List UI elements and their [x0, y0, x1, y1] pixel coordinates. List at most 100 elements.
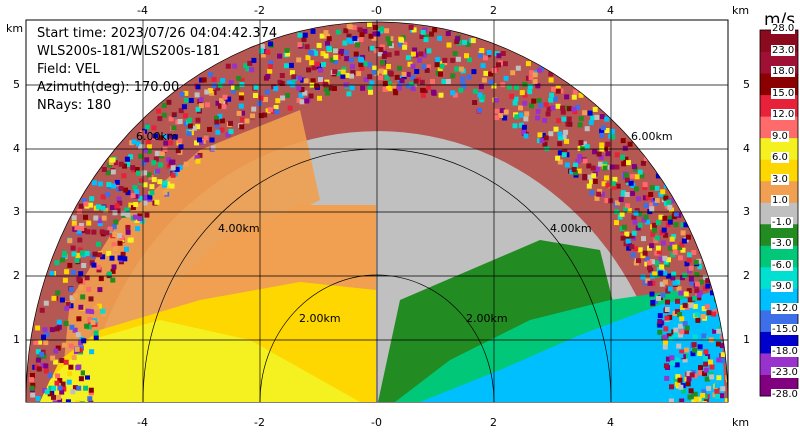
noise-speckle — [378, 75, 383, 81]
noise-speckle — [686, 371, 692, 376]
noise-speckle — [157, 116, 163, 122]
noise-speckle — [625, 235, 631, 241]
colorbar-label: 12.0 — [771, 109, 796, 121]
noise-speckle — [667, 245, 673, 251]
noise-speckle — [410, 75, 416, 81]
noise-speckle — [605, 151, 611, 157]
noise-speckle — [586, 163, 592, 169]
colorbar-label: 1.0 — [771, 195, 789, 207]
noise-speckle — [715, 341, 721, 347]
noise-speckle — [528, 75, 534, 81]
noise-speckle — [70, 245, 76, 251]
noise-speckle — [626, 160, 631, 166]
noise-speckle — [498, 113, 504, 118]
noise-speckle — [620, 154, 626, 160]
noise-speckle — [720, 352, 726, 358]
noise-speckle — [51, 394, 56, 400]
noise-speckle — [88, 387, 94, 393]
noise-speckle — [397, 65, 402, 71]
noise-speckle — [87, 396, 93, 402]
noise-speckle — [211, 83, 217, 89]
noise-speckle — [426, 84, 431, 90]
x-tick-bottom: -2 — [254, 416, 265, 429]
noise-speckle — [100, 194, 106, 200]
noise-speckle — [170, 172, 176, 178]
noise-speckle — [662, 255, 668, 261]
noise-speckle — [40, 362, 46, 368]
noise-speckle — [125, 161, 131, 167]
noise-speckle — [168, 140, 174, 146]
noise-speckle — [141, 160, 147, 166]
noise-speckle — [642, 250, 648, 256]
noise-speckle — [700, 392, 706, 398]
noise-speckle — [634, 208, 640, 214]
noise-speckle — [438, 71, 443, 77]
noise-speckle — [693, 396, 699, 402]
noise-speckle — [57, 398, 63, 402]
noise-speckle — [209, 137, 215, 143]
noise-speckle — [561, 134, 567, 140]
noise-speckle — [183, 90, 189, 96]
noise-speckle — [130, 193, 136, 199]
noise-speckle — [441, 79, 447, 84]
noise-speckle — [125, 212, 131, 218]
noise-speckle — [470, 38, 476, 44]
noise-speckle — [578, 116, 584, 122]
noise-speckle — [130, 165, 136, 171]
noise-speckle — [336, 71, 342, 77]
noise-speckle — [548, 71, 554, 77]
noise-speckle — [170, 165, 176, 171]
noise-speckle — [700, 314, 706, 319]
noise-speckle — [393, 90, 399, 96]
noise-speckle — [523, 133, 529, 139]
noise-speckle — [88, 400, 94, 402]
noise-speckle — [76, 228, 82, 234]
noise-speckle — [604, 128, 610, 133]
noise-speckle — [410, 63, 416, 69]
noise-speckle — [154, 199, 160, 205]
noise-speckle — [333, 54, 339, 60]
noise-speckle — [214, 115, 219, 121]
noise-speckle — [620, 235, 626, 241]
noise-speckle — [372, 65, 378, 71]
noise-speckle — [442, 57, 448, 63]
noise-speckle — [705, 278, 711, 284]
noise-speckle — [120, 251, 126, 257]
noise-speckle — [524, 111, 530, 117]
noise-speckle — [384, 74, 390, 80]
noise-speckle — [454, 66, 460, 72]
noise-speckle — [75, 252, 81, 258]
noise-speckle — [555, 85, 561, 91]
noise-speckle — [564, 94, 570, 100]
noise-speckle — [344, 56, 350, 62]
noise-speckle — [67, 262, 73, 268]
noise-speckle — [239, 81, 245, 87]
noise-speckle — [434, 62, 440, 68]
x-tick-top: 4 — [607, 4, 614, 17]
x-tick-top: 2 — [490, 4, 497, 17]
noise-speckle — [265, 49, 271, 55]
noise-speckle — [67, 238, 73, 244]
noise-speckle — [163, 140, 169, 146]
noise-speckle — [571, 94, 577, 100]
noise-speckle — [144, 212, 150, 218]
noise-speckle — [81, 198, 87, 204]
y-tick-right: 1 — [743, 333, 750, 346]
noise-speckle — [640, 274, 646, 280]
noise-speckle — [386, 52, 392, 58]
noise-speckle — [47, 372, 53, 378]
ring-label-right: 6.00km — [631, 130, 673, 143]
noise-speckle — [624, 177, 630, 183]
noise-speckle — [87, 317, 93, 323]
noise-speckle — [166, 157, 172, 163]
noise-speckle — [563, 129, 569, 135]
noise-speckle — [661, 227, 667, 233]
noise-speckle — [59, 389, 65, 395]
noise-speckle — [575, 104, 581, 110]
noise-speckle — [660, 292, 666, 298]
noise-speckle — [346, 91, 352, 97]
noise-speckle — [614, 220, 619, 226]
noise-speckle — [33, 339, 39, 345]
noise-speckle — [584, 126, 590, 132]
noise-speckle — [162, 190, 168, 196]
